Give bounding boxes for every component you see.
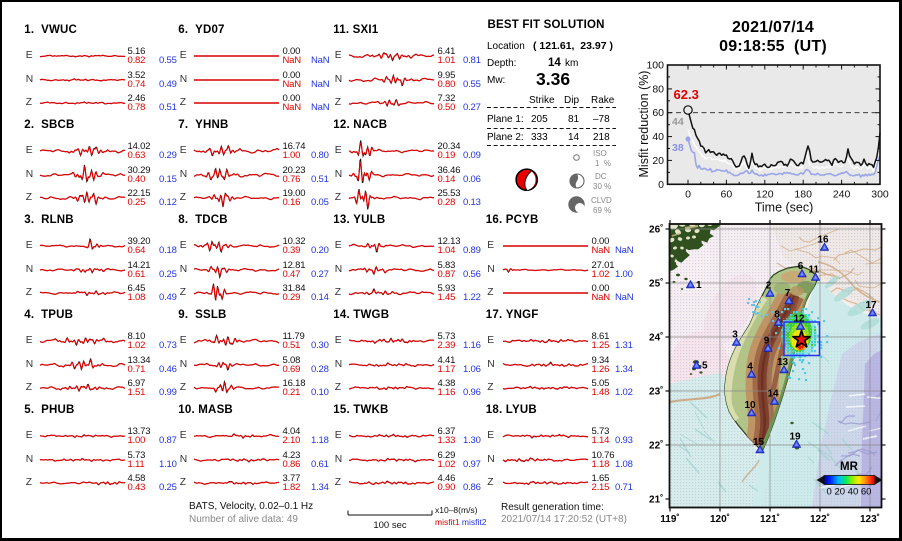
svg-text:19: 19 — [790, 431, 802, 442]
svg-text:80: 80 — [652, 83, 664, 95]
svg-text:9: 9 — [764, 335, 770, 346]
svg-text:22˚: 22˚ — [649, 440, 663, 452]
svg-text:15: 15 — [753, 437, 765, 448]
svg-text:11: 11 — [809, 264, 820, 275]
svg-text:62.3: 62.3 — [674, 87, 699, 102]
svg-text:26˚: 26˚ — [649, 224, 663, 236]
svg-text:6: 6 — [798, 261, 804, 272]
svg-text:120: 120 — [756, 188, 774, 200]
svg-text:4: 4 — [747, 361, 753, 372]
svg-text:14: 14 — [768, 388, 780, 399]
svg-text:21˚: 21˚ — [649, 494, 663, 506]
svg-text:23˚: 23˚ — [649, 386, 663, 398]
svg-text:MR: MR — [840, 461, 859, 473]
svg-text:122˚: 122˚ — [810, 513, 830, 525]
svg-text:13: 13 — [777, 357, 789, 368]
svg-text:60: 60 — [721, 188, 733, 200]
svg-text:40: 40 — [652, 131, 664, 143]
svg-text:60: 60 — [652, 107, 664, 119]
svg-text:20: 20 — [652, 155, 664, 167]
svg-text:7: 7 — [785, 288, 791, 299]
svg-text:0: 0 — [685, 188, 691, 200]
svg-text:100: 100 — [646, 60, 664, 72]
svg-text:0 20 40 60: 0 20 40 60 — [827, 487, 872, 498]
svg-text:38: 38 — [672, 142, 684, 154]
svg-text:5: 5 — [702, 360, 708, 371]
svg-text:100 sec: 100 sec — [373, 520, 407, 531]
svg-text:12: 12 — [794, 313, 806, 324]
svg-text:10: 10 — [745, 400, 757, 411]
svg-text:120˚: 120˚ — [710, 513, 730, 525]
svg-text:121˚: 121˚ — [760, 513, 780, 525]
svg-text:2: 2 — [766, 280, 772, 291]
svg-text:16: 16 — [818, 234, 830, 245]
svg-text:3: 3 — [732, 329, 738, 340]
svg-text:25˚: 25˚ — [649, 278, 663, 290]
svg-text:17: 17 — [866, 300, 878, 311]
svg-text:123˚: 123˚ — [860, 513, 880, 525]
svg-text:44: 44 — [672, 116, 684, 128]
svg-text:Time (sec): Time (sec) — [755, 200, 814, 214]
svg-text:0: 0 — [658, 179, 664, 191]
svg-text:8: 8 — [774, 309, 780, 320]
svg-text:180: 180 — [794, 188, 812, 200]
svg-text:119˚: 119˚ — [660, 513, 679, 525]
svg-text:1: 1 — [696, 280, 702, 291]
svg-text:300: 300 — [871, 188, 889, 200]
svg-text:24˚: 24˚ — [649, 332, 663, 344]
svg-text:240: 240 — [833, 188, 851, 200]
svg-text:Misfit reduction (%): Misfit reduction (%) — [637, 71, 651, 178]
